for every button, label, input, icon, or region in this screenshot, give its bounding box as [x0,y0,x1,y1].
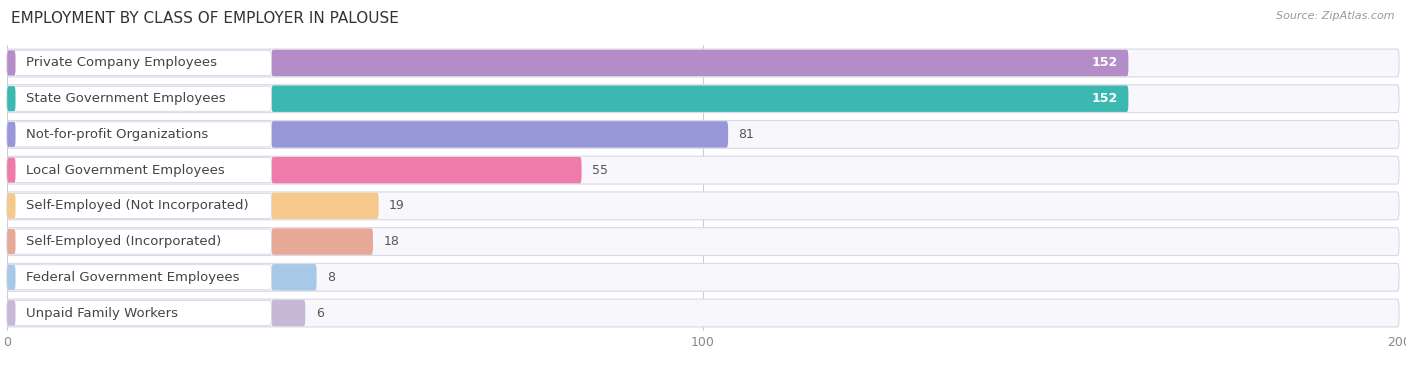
FancyBboxPatch shape [7,158,15,183]
FancyBboxPatch shape [7,193,271,218]
FancyBboxPatch shape [7,156,1399,184]
FancyBboxPatch shape [271,264,316,291]
FancyBboxPatch shape [7,85,1399,113]
FancyBboxPatch shape [7,122,15,147]
FancyBboxPatch shape [7,122,271,147]
FancyBboxPatch shape [7,300,15,326]
Text: 81: 81 [738,128,755,141]
Text: Self-Employed (Not Incorporated): Self-Employed (Not Incorporated) [25,199,249,212]
FancyBboxPatch shape [271,85,1129,112]
FancyBboxPatch shape [271,228,373,255]
Text: 152: 152 [1091,92,1118,105]
FancyBboxPatch shape [7,50,15,76]
Text: Not-for-profit Organizations: Not-for-profit Organizations [25,128,208,141]
FancyBboxPatch shape [7,227,1399,256]
FancyBboxPatch shape [7,299,1399,327]
FancyBboxPatch shape [7,50,271,76]
Text: Local Government Employees: Local Government Employees [25,164,225,177]
Text: Unpaid Family Workers: Unpaid Family Workers [25,306,177,320]
FancyBboxPatch shape [271,50,1129,76]
Text: EMPLOYMENT BY CLASS OF EMPLOYER IN PALOUSE: EMPLOYMENT BY CLASS OF EMPLOYER IN PALOU… [11,11,399,26]
FancyBboxPatch shape [7,158,271,183]
FancyBboxPatch shape [7,86,271,111]
Text: Private Company Employees: Private Company Employees [25,56,217,70]
Text: 19: 19 [389,199,405,212]
FancyBboxPatch shape [271,300,305,326]
FancyBboxPatch shape [7,193,15,218]
FancyBboxPatch shape [7,120,1399,149]
FancyBboxPatch shape [7,86,15,111]
FancyBboxPatch shape [7,49,1399,77]
Text: 8: 8 [328,271,335,284]
Text: Source: ZipAtlas.com: Source: ZipAtlas.com [1277,11,1395,21]
Text: 55: 55 [592,164,607,177]
Text: 6: 6 [316,306,323,320]
FancyBboxPatch shape [7,265,271,290]
Text: State Government Employees: State Government Employees [25,92,225,105]
FancyBboxPatch shape [271,157,582,183]
Text: 152: 152 [1091,56,1118,70]
FancyBboxPatch shape [271,193,378,219]
Text: Federal Government Employees: Federal Government Employees [25,271,239,284]
Text: Self-Employed (Incorporated): Self-Employed (Incorporated) [25,235,221,248]
FancyBboxPatch shape [7,265,15,290]
FancyBboxPatch shape [7,229,271,254]
FancyBboxPatch shape [7,192,1399,220]
FancyBboxPatch shape [271,121,728,148]
FancyBboxPatch shape [7,300,271,326]
FancyBboxPatch shape [7,229,15,254]
FancyBboxPatch shape [7,263,1399,291]
Text: 18: 18 [384,235,399,248]
